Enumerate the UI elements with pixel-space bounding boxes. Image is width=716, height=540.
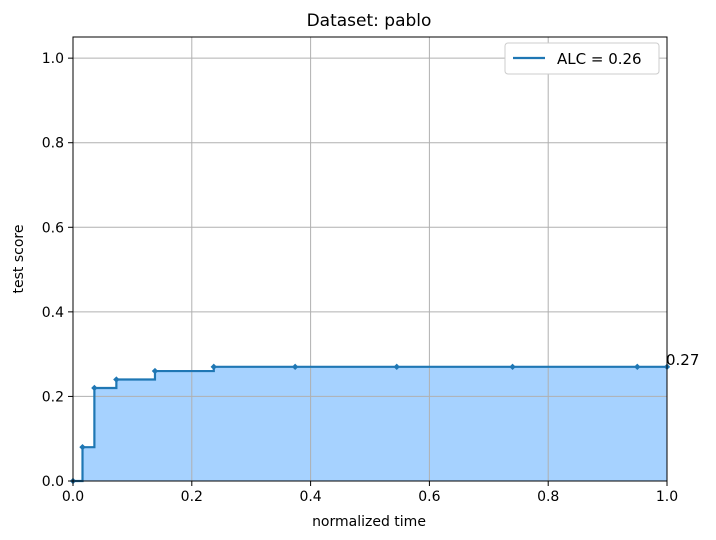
data-point	[79, 443, 86, 451]
data-point	[634, 363, 641, 371]
score-fill-area	[73, 366, 667, 481]
x-tick-label: 0.0	[62, 489, 84, 505]
data-point	[210, 363, 217, 371]
y-tick-label: 0.0	[42, 474, 64, 490]
data-point	[113, 376, 120, 383]
y-axis-label: test score	[11, 225, 27, 294]
chart-title: Dataset: pablo	[307, 11, 432, 31]
y-tick-label: 0.2	[42, 389, 64, 405]
x-tick-label: 0.8	[537, 489, 559, 505]
series-line	[73, 365, 667, 483]
end-value-annotation: 0.27	[666, 351, 699, 369]
x-tick-label: 0.6	[418, 489, 440, 505]
y-tick-label: 0.8	[42, 136, 64, 152]
data-point	[291, 363, 299, 371]
series-markers	[69, 363, 671, 485]
x-axis-label: normalized time	[312, 514, 426, 530]
plot-area	[69, 36, 671, 485]
x-tick-label: 1.0	[656, 489, 678, 505]
legend-label: ALC = 0.26	[557, 50, 642, 68]
axes-frame	[72, 36, 668, 482]
legend: ALC = 0.26	[504, 42, 660, 75]
y-tick-label: 0.4	[42, 305, 64, 321]
y-tick-label: 0.6	[42, 220, 64, 236]
x-tick-label: 0.4	[299, 489, 321, 505]
legend-box	[504, 42, 660, 75]
x-tick-label: 0.2	[181, 489, 203, 505]
x-axis-ticks: 0.0 0.2 0.4 0.6 0.8 1.0	[62, 481, 678, 505]
data-point	[151, 367, 159, 375]
data-point	[509, 363, 516, 371]
data-point	[393, 363, 400, 371]
y-axis-ticks: 0.0 0.2 0.4 0.6 0.8 1.0	[42, 51, 73, 490]
y-tick-label: 1.0	[42, 51, 64, 67]
data-point	[91, 384, 98, 392]
